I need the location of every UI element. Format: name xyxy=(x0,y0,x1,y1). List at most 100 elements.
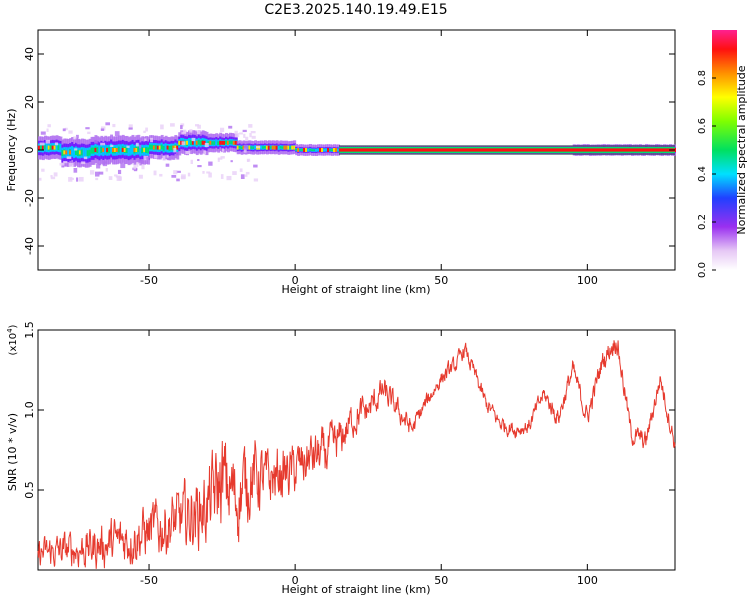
spectrogram-speckle xyxy=(105,168,108,172)
spectrogram-speckle xyxy=(197,124,201,129)
top-x-tick-label: 50 xyxy=(434,274,448,287)
top-x-tick-label: -50 xyxy=(140,274,158,287)
spectrogram-cell xyxy=(187,137,191,147)
spectrogram-cell xyxy=(53,145,57,150)
spectrogram-speckle xyxy=(74,148,78,151)
spectrogram-cell xyxy=(147,147,151,154)
bottom-x-tick-label: -50 xyxy=(140,574,158,587)
spectrogram-speckle xyxy=(195,124,199,127)
spectrogram-cell xyxy=(250,146,254,149)
spectrogram-image xyxy=(38,122,676,182)
spectrogram-cell xyxy=(76,149,80,156)
spectrogram-cell xyxy=(80,149,84,156)
spectrogram-cell xyxy=(67,147,71,159)
spectrogram-speckle xyxy=(85,127,90,130)
spectrogram-cell xyxy=(75,148,78,155)
colorbar-tick-label: 0.6 xyxy=(697,118,708,134)
spectrogram-speckle xyxy=(217,158,220,162)
spectrogram-cell xyxy=(162,145,166,151)
spectrogram-cell xyxy=(260,145,264,150)
spectrogram-cell xyxy=(275,145,279,150)
spectrogram-speckle xyxy=(187,172,191,177)
spectrogram-cell xyxy=(78,150,82,155)
spectrogram-cell xyxy=(63,150,67,155)
spectrogram-cell xyxy=(141,147,145,154)
scale-note-exponent: 4 xyxy=(6,328,14,333)
spectrogram-cell xyxy=(263,146,267,149)
spectrogram-cell xyxy=(172,145,176,150)
spectrogram-cell xyxy=(299,148,303,151)
spectrogram-cell xyxy=(307,148,311,152)
spectrogram-cell xyxy=(234,140,238,145)
spectrogram-cell xyxy=(189,140,193,145)
spectrogram-cell xyxy=(137,146,141,153)
spectrogram-cell xyxy=(334,148,338,152)
spectrogram-speckle xyxy=(76,177,79,182)
spectrogram-cell xyxy=(236,145,240,150)
spectrogram-speckle xyxy=(73,136,77,140)
top-x-ticks: -50 0 50 100 xyxy=(140,30,598,287)
spectrogram-cell xyxy=(96,147,100,154)
spectrogram-speckle xyxy=(190,159,193,165)
spectrogram-cell xyxy=(273,145,277,150)
spectrogram-cell xyxy=(285,145,289,150)
spectrogram-cell xyxy=(108,147,112,154)
spectrogram-speckle xyxy=(253,164,258,168)
spectrogram-speckle xyxy=(217,157,223,160)
spectrogram-cell xyxy=(221,140,225,145)
spectrogram-speckle xyxy=(239,132,243,135)
spectrogram-speckle xyxy=(146,156,150,161)
spectrogram-cell xyxy=(121,148,125,152)
svg-text:(x104): (x104) xyxy=(6,324,19,355)
spectrogram-speckle xyxy=(256,146,261,149)
spectrogram-cell xyxy=(39,145,43,151)
spectrogram-speckle xyxy=(220,156,225,159)
spectrogram-speckle xyxy=(136,162,139,167)
spectrogram-speckle xyxy=(230,160,233,163)
spectrogram-speckle xyxy=(181,141,186,146)
spectrogram-cell xyxy=(186,140,189,145)
spectrogram-cell xyxy=(61,150,65,157)
spectrogram-speckle xyxy=(150,137,154,143)
spectrogram-speckle xyxy=(170,123,175,127)
spectrogram-speckle xyxy=(68,162,74,168)
spectrogram-speckle xyxy=(133,164,137,170)
spectrogram-cell xyxy=(281,146,285,149)
spectrogram-speckle xyxy=(176,178,180,182)
spectrogram-speckle xyxy=(126,145,130,148)
spectrogram-speckle xyxy=(162,155,166,161)
spectrogram-cell xyxy=(211,141,215,145)
spectrogram-cell xyxy=(86,150,90,157)
spectrogram-cell xyxy=(252,146,256,149)
spectrogram-cell xyxy=(287,145,291,150)
spectrogram-cell xyxy=(168,145,172,151)
spectrogram-cell xyxy=(293,145,297,150)
spectrogram-speckle xyxy=(114,174,118,177)
spectrogram-speckle xyxy=(173,147,177,153)
spectrogram-cell xyxy=(303,148,307,152)
spectrogram-cell xyxy=(176,145,180,150)
spectrogram-cell xyxy=(59,143,63,153)
spectrogram-speckle xyxy=(234,130,238,134)
spectrogram-speckle xyxy=(154,155,158,159)
top-y-tick-label: 0 xyxy=(23,147,36,154)
spectrogram-cell xyxy=(265,145,269,150)
spectrogram-speckle xyxy=(203,150,207,155)
spectrogram-cell xyxy=(195,140,199,145)
spectrogram-cell xyxy=(112,148,115,152)
spectrogram-cell xyxy=(178,140,182,145)
spectrogram-speckle xyxy=(128,124,133,129)
spectrogram-cell xyxy=(90,147,94,154)
spectrogram-cell xyxy=(313,149,317,152)
spectrogram-cell xyxy=(315,148,319,152)
spectrogram-cell xyxy=(43,144,47,150)
spectrogram-cell xyxy=(305,148,309,152)
spectrogram-speckle xyxy=(220,127,225,132)
spectrogram-cell xyxy=(254,145,258,150)
spectrogram-cell xyxy=(73,147,77,159)
spectrogram-speckle xyxy=(53,172,58,177)
spectrogram-cell xyxy=(139,145,143,157)
spectrogram-cell xyxy=(123,148,127,152)
spectrogram-speckle xyxy=(45,139,51,144)
spectrogram-cell xyxy=(283,145,287,150)
